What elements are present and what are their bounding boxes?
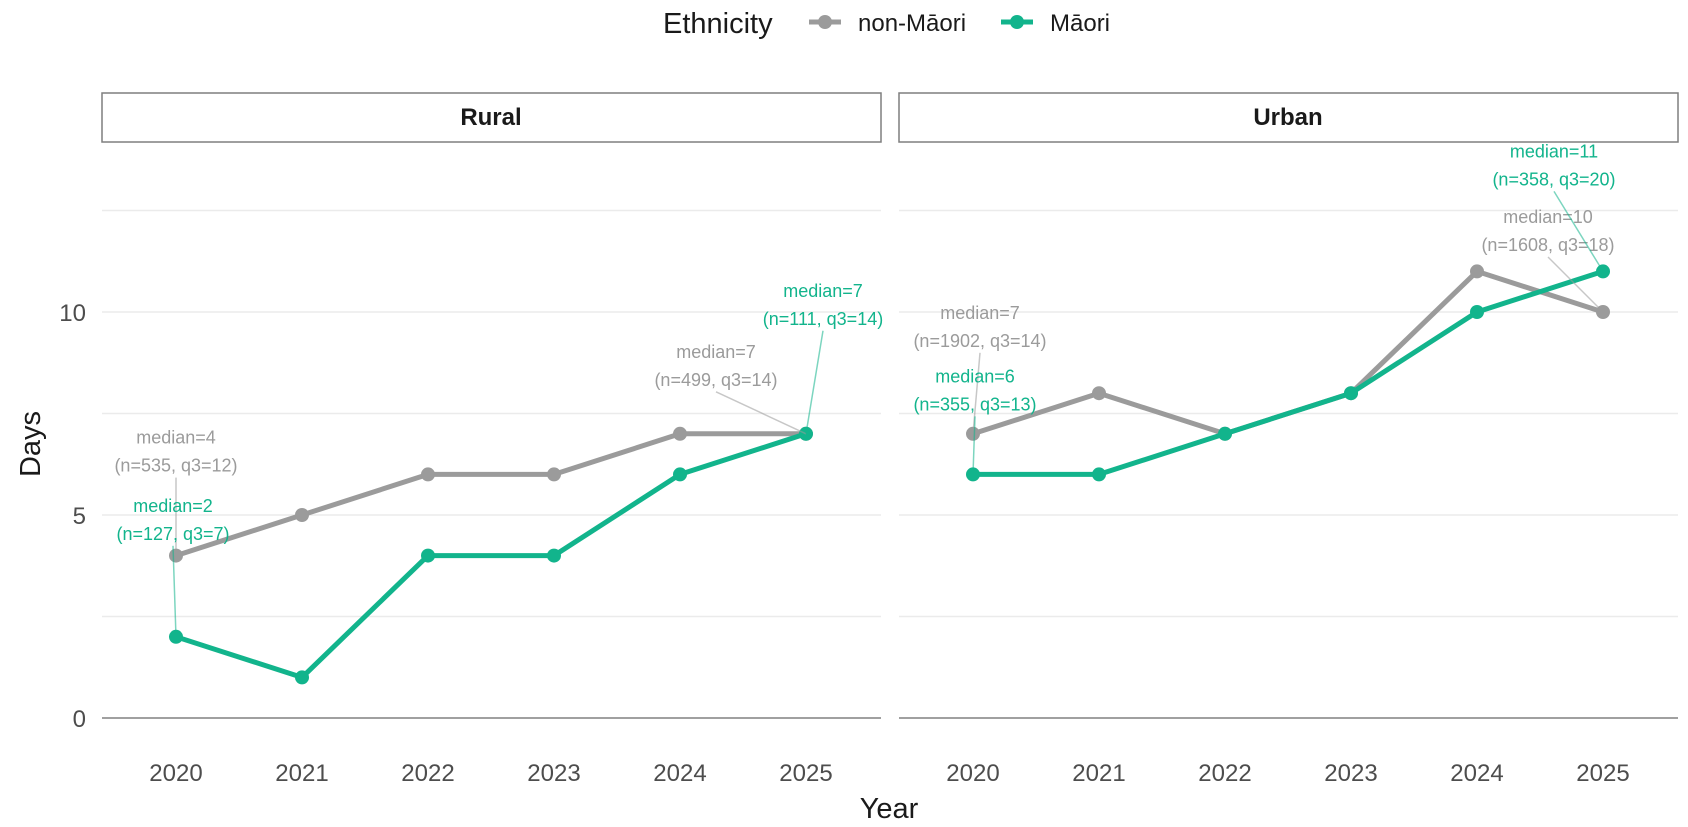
annotation-leader — [972, 352, 981, 434]
annotation-leader — [1553, 191, 1604, 272]
data-point — [1092, 386, 1106, 401]
annotation-median: median=7 — [783, 281, 863, 301]
annotation-median: median=7 — [676, 342, 756, 362]
series-line-non-maori — [173, 431, 809, 559]
legend-entry-maori: Māori — [1001, 10, 1110, 37]
y-axis-title: Days — [15, 411, 47, 477]
facet-title: Urban — [1253, 104, 1322, 131]
annotation-detail: (n=499, q3=14) — [654, 370, 777, 390]
annotation-leader — [715, 391, 807, 435]
series-line-maori — [173, 431, 809, 680]
annotation-leader — [1547, 256, 1604, 313]
x-tick-label: 2024 — [653, 760, 706, 787]
legend-entry-non-maori: non-Māori — [809, 10, 966, 37]
annotation-detail: (n=1608, q3=18) — [1481, 235, 1614, 255]
annotation-detail: (n=111, q3=14) — [763, 309, 883, 329]
annotation-detail: (n=127, q3=7) — [116, 524, 229, 544]
x-tick-label: 2020 — [946, 760, 999, 787]
data-point — [547, 548, 561, 563]
data-point — [1470, 305, 1484, 319]
facet-title: Rural — [460, 104, 521, 131]
annotation-median: median=11 — [1510, 141, 1598, 161]
annotation-detail: (n=358, q3=20) — [1492, 169, 1615, 189]
facet-strip — [898, 92, 1679, 143]
annotation-detail: (n=1902, q3=14) — [913, 331, 1046, 351]
annotation-median: median=6 — [935, 366, 1015, 386]
legend-label: non-Māori — [858, 10, 966, 37]
x-tick-label: 2025 — [1576, 760, 1629, 787]
annotation-median: median=4 — [136, 428, 216, 448]
data-point — [295, 670, 309, 685]
annotation-median: median=10 — [1503, 207, 1593, 227]
annotation-detail: (n=535, q3=12) — [114, 456, 237, 476]
x-tick-label: 2025 — [779, 760, 832, 787]
x-tick-label: 2021 — [1072, 760, 1125, 787]
facet-strip — [101, 92, 882, 143]
x-axis-title: Year — [860, 793, 919, 822]
legend-title: Ethnicity — [663, 8, 773, 40]
data-point — [1218, 426, 1232, 441]
x-tick-label: 2023 — [1324, 760, 1377, 787]
annotation-leader — [972, 416, 976, 475]
data-point — [1470, 264, 1484, 279]
data-point — [295, 508, 309, 522]
data-point — [547, 467, 561, 482]
annotation-detail: (n=355, q3=13) — [913, 394, 1036, 414]
y-tick-label: 5 — [73, 503, 86, 530]
annotation-leader — [805, 330, 824, 434]
series-line-non-maori — [970, 268, 1606, 437]
legend: Ethnicity non-Māori Māori — [663, 8, 1110, 40]
y-tick-label: 10 — [59, 300, 86, 327]
data-point — [421, 548, 435, 563]
data-point — [1344, 386, 1358, 401]
data-point — [1092, 467, 1106, 482]
annotation-median: median=2 — [133, 496, 213, 516]
data-point — [673, 467, 687, 482]
annotation-median: median=7 — [940, 303, 1020, 323]
x-tick-label: 2022 — [401, 760, 454, 787]
x-tick-label: 2022 — [1198, 760, 1251, 787]
legend-key-point — [1010, 15, 1024, 29]
facet-panel-urban: Urban 2020 2021 2022 2023 2024 2025 median=7 (n… — [898, 92, 1679, 787]
legend-key-point — [818, 15, 832, 29]
y-tick-label: 0 — [73, 706, 86, 733]
legend-label: Māori — [1050, 10, 1110, 37]
data-point — [421, 467, 435, 482]
data-point — [673, 426, 687, 441]
y-axis: 0 5 10 — [59, 300, 86, 733]
x-tick-label: 2021 — [275, 760, 328, 787]
x-tick-label: 2024 — [1450, 760, 1503, 787]
series-line-maori — [970, 268, 1606, 477]
x-tick-label: 2023 — [527, 760, 580, 787]
annotation-leader — [172, 545, 177, 637]
facet-panel-rural: Rural 2020 2021 2022 2023 2024 2025 median=4 (n… — [101, 92, 883, 787]
x-tick-label: 2020 — [149, 760, 202, 787]
